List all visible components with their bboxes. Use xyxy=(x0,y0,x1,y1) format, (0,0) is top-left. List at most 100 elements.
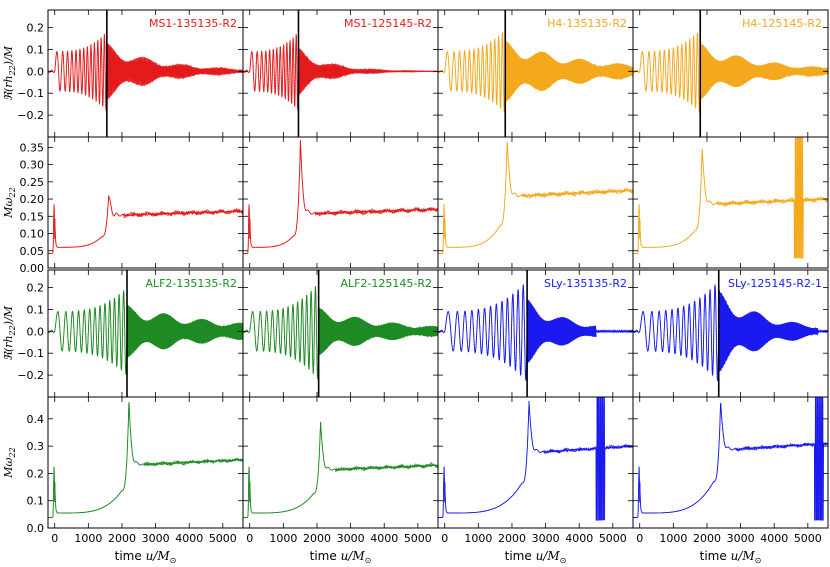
panel-title: SLy-135135-R2 xyxy=(544,277,627,290)
y-tick-label: 0.00 xyxy=(20,262,45,275)
y-axis-label: ℜ(rh22)/M xyxy=(2,45,17,101)
series-group xyxy=(633,137,828,259)
panel-title: H4-125145-R2 xyxy=(742,17,822,30)
x-label-word: time xyxy=(700,549,731,563)
series-line-dotted xyxy=(243,421,438,518)
series-line-dotted xyxy=(633,32,828,114)
series-group xyxy=(48,195,243,254)
series-group xyxy=(438,270,633,397)
panel-frequency-3-0: 0 1000 2000 3000 4000 5000 0.0 0.1 0.2 0.3 0.4 xyxy=(27,396,244,545)
series-line-dotted xyxy=(48,34,243,111)
series-group xyxy=(438,397,633,521)
x-tick-label: 4000 xyxy=(370,532,398,545)
y-tick-label: 0.20 xyxy=(20,193,45,206)
series-group xyxy=(243,140,438,254)
series-group xyxy=(438,10,633,137)
y-label-sub: 22 xyxy=(8,65,17,76)
series-line-dotted xyxy=(438,400,633,521)
x-tick-label: 0 xyxy=(246,532,253,545)
y-tick-label: 0.4 xyxy=(27,413,45,426)
panel-frame xyxy=(632,396,829,529)
panel-title: MS1-125145-R2 xyxy=(344,17,432,30)
series-line-dotted xyxy=(633,402,828,521)
series-group xyxy=(438,142,633,254)
x-tick-label: 5000 xyxy=(209,532,237,545)
x-tick-label: 3000 xyxy=(532,532,560,545)
panel-title: ALF2-135135-R2 xyxy=(145,277,237,290)
y-tick-label: −0.1 xyxy=(17,347,44,360)
y-label-part: )/M xyxy=(2,305,15,326)
panel-frequency-3-1: 0 1000 2000 3000 4000 5000 xyxy=(242,396,439,545)
panel-frequency-1-0: 0.00 0.05 0.10 0.15 0.20 0.25 0.30 0.35 xyxy=(20,136,244,275)
y-label-sub: 22 xyxy=(8,447,17,458)
x-label-word: time xyxy=(115,549,146,563)
panel-title: H4-135135-R2 xyxy=(547,17,627,30)
panel-strain-0-0: −0.2 −0.1 0.0 0.1 0.2 MS1-135135-R2 xyxy=(17,9,244,138)
x-label-math: u/M xyxy=(146,549,171,563)
x-tick-label: 5000 xyxy=(599,532,627,545)
x-label-word: time xyxy=(310,549,341,563)
y-tick-label: 0.1 xyxy=(27,303,45,316)
y-tick-label: −0.2 xyxy=(17,369,44,382)
panel-grid: −0.2 −0.1 0.0 0.1 0.2 MS1-135135-R2 MS1-125145… xyxy=(17,9,829,545)
series-group xyxy=(243,270,438,397)
series-line-dotted xyxy=(48,290,243,374)
x-tick-label: 4000 xyxy=(175,532,203,545)
series-line-dotted xyxy=(438,142,633,254)
y-tick-label: 0.0 xyxy=(27,522,45,535)
series-group xyxy=(48,270,243,397)
y-label-sub: 22 xyxy=(8,187,17,198)
series-line-dotted xyxy=(243,140,438,254)
y-axis-label: Mω22 xyxy=(2,187,17,218)
x-label-sub: ⊙ xyxy=(560,556,567,565)
x-label-sub: ⊙ xyxy=(170,556,177,565)
panel-title: SLy-125145-R2-1 xyxy=(728,277,822,290)
x-label-sub: ⊙ xyxy=(365,556,372,565)
panel-title: MS1-135135-R2 xyxy=(149,17,237,30)
x-tick-label: 5000 xyxy=(404,532,432,545)
x-label-math: u/M xyxy=(536,549,561,563)
x-tick-label: 2000 xyxy=(108,532,136,545)
panel-frequency-1-2 xyxy=(437,136,634,269)
y-label-part: Mω xyxy=(2,197,15,218)
panel-title: ALF2-125145-R2 xyxy=(340,277,432,290)
y-tick-label: 0.0 xyxy=(27,65,45,78)
y-label-part: )/M xyxy=(2,45,15,66)
y-axis-label: ℜ(rh22)/M xyxy=(2,305,17,361)
panel-frame xyxy=(632,136,829,269)
x-tick-label: 4000 xyxy=(565,532,593,545)
series-line-dotted xyxy=(48,195,243,254)
x-tick-label: 1000 xyxy=(659,532,687,545)
y-tick-label: −0.2 xyxy=(17,109,44,122)
y-tick-label: 0.1 xyxy=(27,495,45,508)
y-tick-label: 0.05 xyxy=(20,245,45,258)
x-tick-label: 2000 xyxy=(498,532,526,545)
y-label-sub: 22 xyxy=(8,325,17,336)
x-label-sub: ⊙ xyxy=(755,556,762,565)
series-line-dotted xyxy=(243,286,438,380)
y-tick-label: 0.15 xyxy=(20,210,45,223)
x-tick-label: 3000 xyxy=(337,532,365,545)
series-line-dotted xyxy=(48,401,243,518)
panel-frequency-3-3: 0 1000 2000 3000 4000 5000 xyxy=(632,396,829,545)
y-tick-label: 0.2 xyxy=(27,282,45,295)
x-tick-label: 1000 xyxy=(269,532,297,545)
x-axis-label: time u/M⊙ xyxy=(115,549,177,565)
y-tick-label: 0.0 xyxy=(27,325,45,338)
y-tick-label: 0.3 xyxy=(27,440,45,453)
x-label-math: u/M xyxy=(341,549,366,563)
series-group xyxy=(633,10,828,137)
x-label-word: time xyxy=(505,549,536,563)
series-group xyxy=(48,10,243,137)
x-tick-label: 3000 xyxy=(727,532,755,545)
y-tick-label: 0.1 xyxy=(27,43,45,56)
series-line-dotted xyxy=(633,143,828,259)
series-group xyxy=(243,10,438,137)
x-tick-label: 2000 xyxy=(693,532,721,545)
y-label-part: ℜ(rh xyxy=(2,75,15,101)
y-tick-label: 0.30 xyxy=(20,159,45,172)
y-label-part: Mω xyxy=(2,457,15,478)
y-tick-label: −0.1 xyxy=(17,87,44,100)
